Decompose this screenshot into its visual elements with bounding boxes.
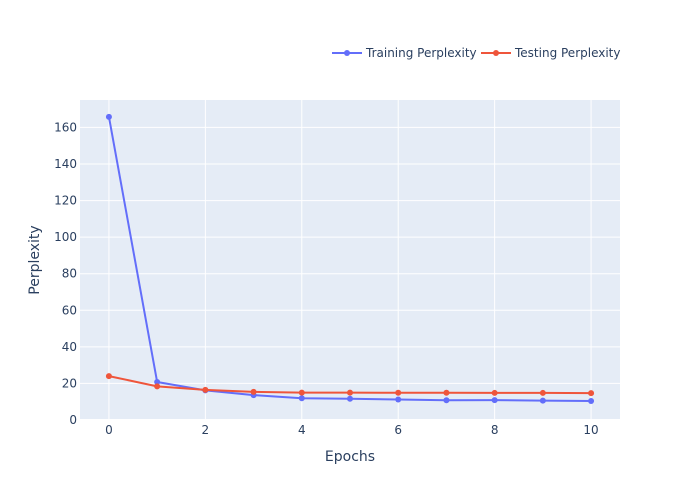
data-point[interactable] [298, 389, 305, 396]
x-tick-label: 2 [202, 423, 210, 437]
data-point[interactable] [491, 389, 498, 396]
x-tick-label: 0 [105, 423, 113, 437]
legend-marker [493, 50, 499, 56]
plot-background [80, 100, 620, 420]
data-point[interactable] [347, 389, 353, 396]
x-tick-label: 4 [298, 423, 306, 437]
y-tick-label: 60 [62, 303, 77, 317]
data-point[interactable] [588, 397, 595, 404]
series-testing-perplexity [105, 373, 595, 397]
data-point[interactable] [395, 396, 402, 403]
series-lines [105, 113, 595, 404]
y-tick-label: 40 [62, 340, 77, 354]
y-tick-label: 20 [62, 376, 77, 390]
x-tick-label: 8 [491, 423, 499, 437]
grid-lines [80, 100, 620, 421]
data-point[interactable] [347, 395, 353, 402]
y-tick-label: 140 [54, 157, 77, 171]
x-axis-title: Epochs [325, 449, 375, 465]
data-point[interactable] [105, 373, 112, 380]
data-point[interactable] [539, 389, 546, 396]
data-point[interactable] [395, 389, 402, 396]
x-tick-label: 10 [583, 423, 598, 437]
data-point[interactable] [202, 386, 209, 393]
data-point[interactable] [105, 113, 112, 120]
data-point[interactable] [443, 389, 450, 396]
data-point[interactable] [539, 397, 546, 404]
x-axis-ticks: 0 2 4 6 8 10 [105, 423, 599, 437]
data-point[interactable] [491, 397, 498, 404]
y-tick-label: 160 [54, 120, 77, 134]
data-point[interactable] [154, 383, 161, 390]
data-point[interactable] [154, 378, 161, 385]
legend[interactable]: Training Perplexity Testing Perplexity [332, 46, 621, 60]
y-tick-label: 100 [54, 230, 77, 244]
legend-item[interactable]: Testing Perplexity [481, 46, 621, 60]
y-axis-ticks: 0 20 40 60 80 100 120 140 160 [54, 120, 77, 427]
data-point[interactable] [443, 397, 450, 404]
y-tick-label: 120 [54, 194, 77, 208]
data-point[interactable] [250, 388, 257, 395]
legend-label: Testing Perplexity [514, 46, 621, 60]
y-axis-title: Perplexity [27, 225, 43, 294]
data-point[interactable] [588, 390, 595, 397]
data-point[interactable] [298, 395, 305, 402]
y-tick-label: 0 [69, 413, 77, 427]
x-tick-label: 6 [394, 423, 402, 437]
legend-marker [344, 50, 350, 56]
y-tick-label: 80 [62, 267, 77, 281]
legend-item[interactable]: Training Perplexity [332, 46, 477, 60]
legend-label: Training Perplexity [365, 46, 477, 60]
